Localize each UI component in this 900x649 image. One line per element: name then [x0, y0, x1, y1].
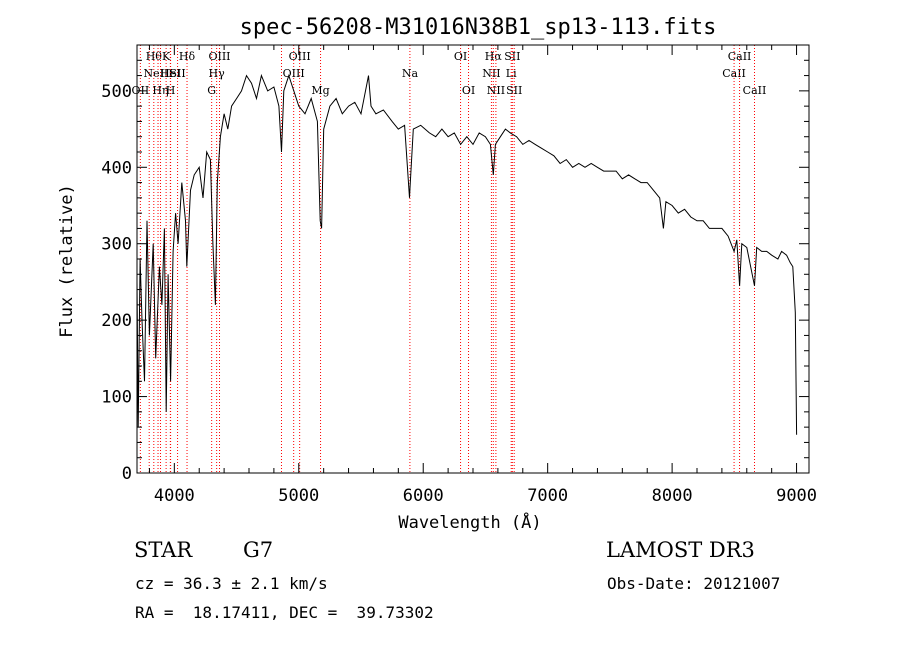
- y-tick-label: 400: [101, 158, 132, 178]
- redshift-cz: cz = 36.3 ± 2.1 km/s: [135, 574, 328, 593]
- spectral-line-label: OI: [454, 50, 467, 63]
- spectral-line-label: CaII: [722, 67, 746, 80]
- spectral-line-label: SII: [169, 67, 185, 80]
- y-tick-label: 200: [101, 311, 132, 331]
- object-subclass: G7: [243, 538, 274, 562]
- object-class: STAR: [134, 538, 193, 562]
- y-tick-label: 0: [122, 464, 132, 484]
- x-tick-label: 5000: [278, 486, 319, 506]
- spectral-line-label: SII: [506, 84, 522, 97]
- spectral-line-label: SII: [504, 50, 520, 63]
- x-tick-label: 9000: [776, 486, 817, 506]
- survey-name: LAMOST DR3: [606, 538, 755, 562]
- spectral-line-label: CaII: [728, 50, 752, 63]
- spectral-line-label: Na: [402, 67, 419, 80]
- spectral-line-label: OIII: [208, 50, 230, 63]
- y-tick-label: 100: [101, 388, 132, 408]
- x-tick-label: 4000: [154, 486, 195, 506]
- spectral-line-label: Hδ: [179, 50, 196, 63]
- x-tick-label: 8000: [652, 486, 693, 506]
- spectral-line-label: OIII: [289, 50, 311, 63]
- spectral-line-label: K: [162, 50, 171, 63]
- y-axis-label: Flux (relative): [57, 184, 77, 338]
- spectral-line-label: Hθ: [146, 50, 163, 63]
- spectral-line-label: Hη: [152, 84, 168, 97]
- spectral-line-label: Li: [506, 67, 517, 80]
- spectral-line-label: Hγ: [209, 67, 226, 80]
- plot-frame: [136, 44, 810, 474]
- y-tick-label: 500: [101, 82, 132, 102]
- spectral-line-label: HeI: [160, 67, 180, 80]
- y-tick-label: 300: [101, 235, 132, 255]
- spectral-line-label: CaII: [743, 84, 767, 97]
- spectral-line-label: NeIII: [143, 67, 172, 80]
- spectral-line-label: OI: [462, 84, 475, 97]
- spectral-line-label: NII: [487, 84, 505, 97]
- spectral-line-label: G: [207, 84, 216, 97]
- coordinates: RA = 18.17411, DEC = 39.73302: [135, 603, 434, 622]
- x-axis-label: Wavelength (Å): [398, 511, 541, 533]
- spectral-line-label: H: [166, 84, 176, 97]
- chart-title: spec-56208-M31016N38B1_sp13-113.fits: [240, 15, 717, 40]
- x-tick-label: 7000: [527, 486, 568, 506]
- spectral-line-label: Mg: [311, 84, 329, 97]
- x-tick-label: 6000: [403, 486, 444, 506]
- observation-date: Obs-Date: 20121007: [607, 574, 781, 593]
- spectrum-series-line: [136, 73, 798, 435]
- spectral-line-markers: OIIHθNeIIIHηKHeIHSIIHδGHγOIIIOIIIOIIIMgN…: [132, 45, 767, 473]
- axis-ticks: 4000 5000 6000 7000 8000 9000 0 100 200 300 400 500: [101, 44, 817, 506]
- spectral-line-label: OIII: [283, 67, 305, 80]
- spectral-line-label: Hα: [485, 50, 503, 63]
- spectral-line-label: NII: [482, 67, 500, 80]
